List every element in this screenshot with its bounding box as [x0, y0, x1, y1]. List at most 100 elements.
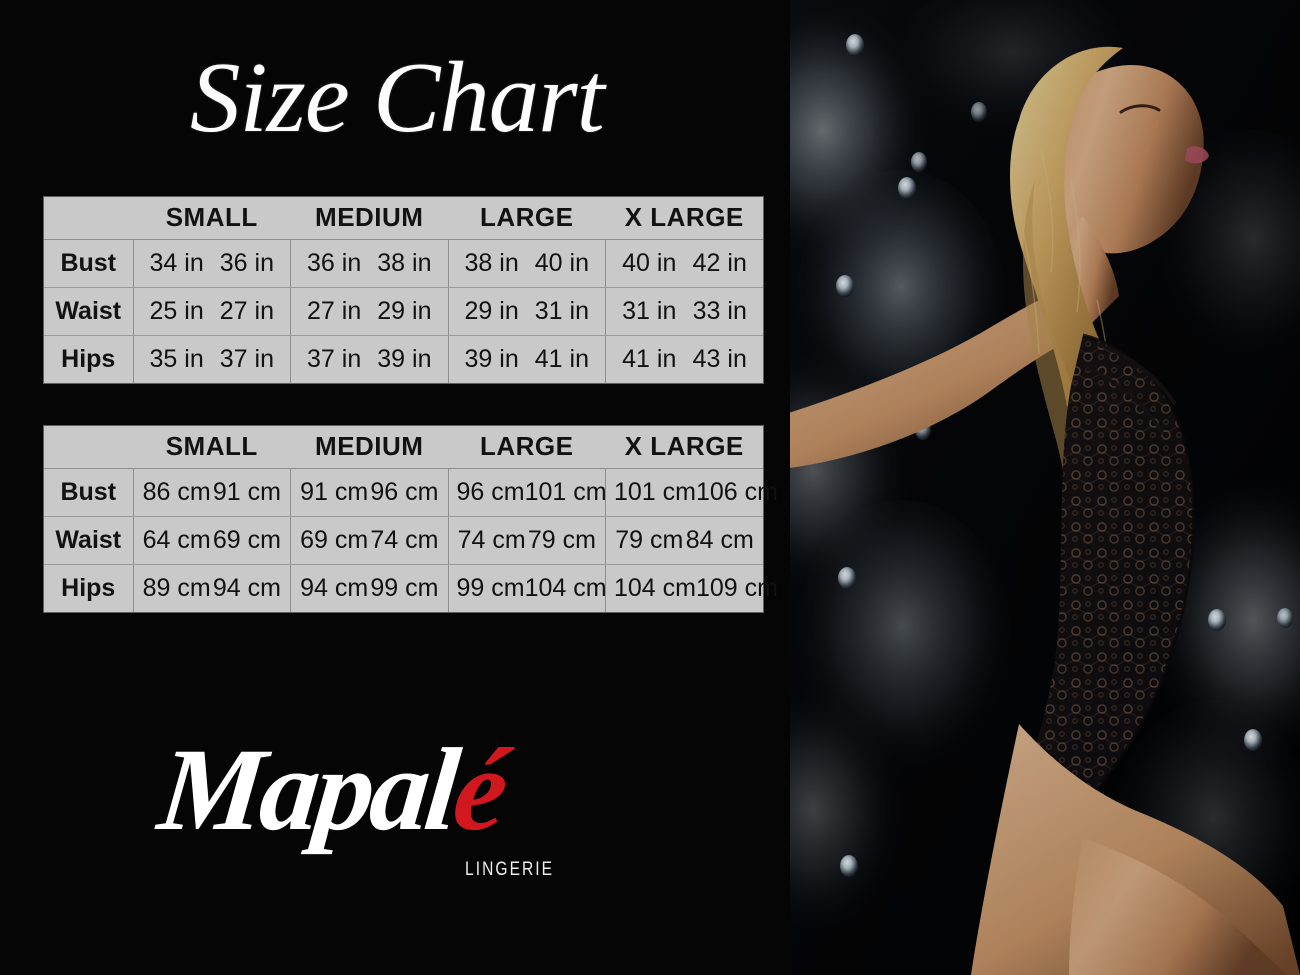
- table-row: Waist 25 in 27 in 27 in 29 in 29 in 31 i…: [44, 287, 763, 336]
- cell-bust-large: 38 in 40 in: [448, 239, 606, 288]
- row-label-bust: Bust: [44, 468, 134, 517]
- cell-waist-xlarge: 31 in 33 in: [605, 287, 763, 336]
- model-leg: [1069, 838, 1287, 975]
- cell-hips-large: 99 cm 104 cm: [448, 564, 607, 612]
- column-header-xlarge: X LARGE: [605, 426, 763, 469]
- cell-waist-large: 74 cm 79 cm: [448, 516, 606, 565]
- value-min: 31 in: [622, 296, 677, 325]
- value-min: 91 cm: [300, 477, 369, 506]
- value-min: 94 cm: [300, 573, 369, 602]
- value-min: 35 in: [149, 344, 204, 373]
- row-label-waist: Waist: [44, 516, 134, 565]
- value-max: 106 cm: [695, 477, 778, 506]
- cell-bust-small: 86 cm 91 cm: [133, 468, 291, 517]
- value-min: 25 in: [149, 296, 204, 325]
- table-row: Bust 34 in 36 in 36 in 38 in 38 in 40 in…: [44, 239, 763, 288]
- value-max: 40 in: [534, 248, 589, 277]
- value-min: 29 in: [464, 296, 519, 325]
- cell-waist-small: 64 cm 69 cm: [133, 516, 291, 565]
- brand-logo: Mapalé LINGERIE: [153, 720, 590, 890]
- model-eye: [1119, 104, 1161, 114]
- value-min: 64 cm: [142, 525, 211, 554]
- cell-bust-small: 34 in 36 in: [133, 239, 291, 288]
- value-min: 79 cm: [615, 525, 684, 554]
- value-min: 86 cm: [142, 477, 211, 506]
- cell-bust-large: 96 cm 101 cm: [448, 468, 607, 517]
- size-table-inches: SMALL MEDIUM LARGE X LARGE Bust 34 in 36…: [44, 197, 763, 383]
- column-header-large: LARGE: [448, 197, 606, 240]
- value-min: 89 cm: [142, 573, 211, 602]
- cell-bust-xlarge: 40 in 42 in: [605, 239, 763, 288]
- value-max: 43 in: [692, 344, 747, 373]
- value-max: 42 in: [692, 248, 747, 277]
- value-min: 34 in: [149, 248, 204, 277]
- value-max: 39 in: [377, 344, 432, 373]
- table-row: Waist 64 cm 69 cm 69 cm 74 cm 74 cm 79 c…: [44, 516, 763, 565]
- row-label-hips: Hips: [44, 335, 134, 383]
- value-max: 91 cm: [212, 477, 281, 506]
- column-header-large: LARGE: [448, 426, 606, 469]
- value-max: 31 in: [534, 296, 589, 325]
- model-head: [1052, 64, 1204, 254]
- value-max: 33 in: [692, 296, 747, 325]
- cell-bust-medium: 91 cm 96 cm: [290, 468, 449, 517]
- column-header-small: SMALL: [133, 197, 291, 240]
- value-max: 94 cm: [212, 573, 281, 602]
- column-header-small: SMALL: [133, 426, 291, 469]
- cell-hips-medium: 94 cm 99 cm: [290, 564, 449, 612]
- cell-hips-small: 89 cm 94 cm: [133, 564, 291, 612]
- value-max: 37 in: [219, 344, 274, 373]
- value-max: 38 in: [377, 248, 432, 277]
- value-min: 74 cm: [457, 525, 526, 554]
- value-max: 36 in: [219, 248, 274, 277]
- photo-vignette: [783, 0, 1300, 975]
- value-min: 39 in: [464, 344, 519, 373]
- value-min: 38 in: [464, 248, 519, 277]
- table-row: Bust 86 cm 91 cm 91 cm 96 cm 96 cm 101 c…: [44, 468, 778, 517]
- model-photo-illustration: [783, 0, 1300, 975]
- row-label-waist: Waist: [44, 287, 134, 336]
- column-header-xlarge: X LARGE: [605, 197, 763, 240]
- cell-hips-small: 35 in 37 in: [133, 335, 291, 383]
- value-max: 99 cm: [370, 573, 439, 602]
- value-max: 69 cm: [212, 525, 281, 554]
- column-header-medium: MEDIUM: [290, 197, 448, 240]
- value-min: 27 in: [307, 296, 362, 325]
- value-max: 101 cm: [524, 477, 607, 506]
- value-min: 40 in: [622, 248, 677, 277]
- cell-waist-large: 29 in 31 in: [448, 287, 606, 336]
- cell-bust-xlarge: 101 cm 106 cm: [605, 468, 778, 517]
- cell-bust-medium: 36 in 38 in: [290, 239, 449, 288]
- bodysuit-straps: [1084, 342, 1177, 436]
- value-min: 37 in: [307, 344, 362, 373]
- value-max: 96 cm: [370, 477, 439, 506]
- value-min: 99 cm: [456, 573, 525, 602]
- value-min: 101 cm: [614, 477, 696, 506]
- value-max: 29 in: [377, 296, 432, 325]
- cell-waist-medium: 69 cm 74 cm: [290, 516, 449, 565]
- cell-hips-medium: 37 in 39 in: [290, 335, 449, 383]
- table-header-row: SMALL MEDIUM LARGE X LARGE: [44, 197, 763, 240]
- value-min: 69 cm: [300, 525, 369, 554]
- brand-wordmark: Mapalé: [153, 720, 598, 860]
- value-min: 104 cm: [614, 573, 696, 602]
- value-max: 109 cm: [695, 573, 778, 602]
- value-max: 79 cm: [527, 525, 596, 554]
- table-header-row: SMALL MEDIUM LARGE X LARGE: [44, 426, 763, 469]
- value-max: 27 in: [219, 296, 274, 325]
- model-lips: [1185, 146, 1209, 164]
- value-min: 41 in: [622, 344, 677, 373]
- value-max: 41 in: [534, 344, 589, 373]
- value-min: 96 cm: [456, 477, 525, 506]
- cell-hips-xlarge: 41 in 43 in: [605, 335, 763, 383]
- brand-name-main: Mapal: [153, 724, 462, 855]
- value-max: 104 cm: [524, 573, 607, 602]
- cell-waist-xlarge: 79 cm 84 cm: [605, 516, 763, 565]
- value-max: 74 cm: [370, 525, 439, 554]
- value-min: 36 in: [307, 248, 362, 277]
- row-label-bust: Bust: [44, 239, 134, 288]
- cell-waist-small: 25 in 27 in: [133, 287, 291, 336]
- page-title: Size Chart: [190, 41, 605, 153]
- info-panel: Size Chart SMALL MEDIUM LARGE X LARGE Bu…: [44, 41, 778, 890]
